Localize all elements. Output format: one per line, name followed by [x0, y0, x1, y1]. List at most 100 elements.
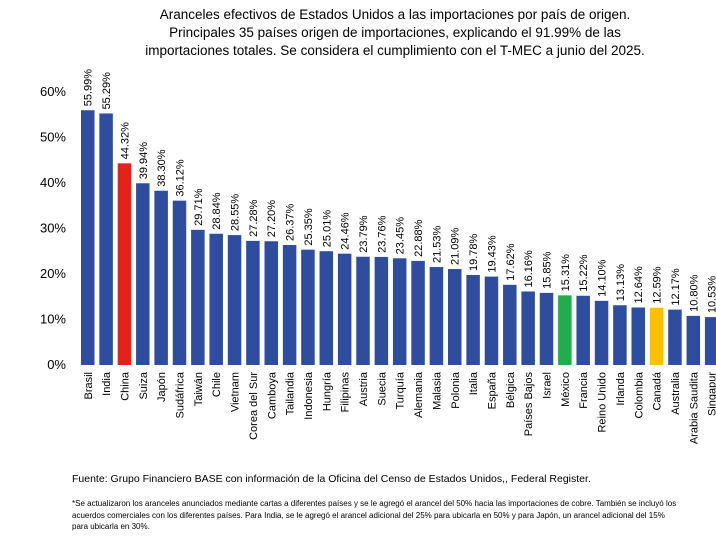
bar: [264, 241, 278, 365]
data-label: 13.13%: [615, 264, 627, 302]
data-label: 15.22%: [578, 254, 590, 292]
bar: [117, 163, 132, 365]
category-label: China: [119, 371, 131, 401]
bar: [613, 305, 627, 365]
source-note: Fuente: Grupo Financiero BASE con inform…: [72, 473, 591, 485]
bar: [191, 229, 205, 365]
chart-title: Aranceles efectivos de Estados Unidos a …: [80, 6, 710, 60]
bar: [319, 251, 334, 365]
bar: [337, 253, 352, 365]
data-label: 15.31%: [560, 254, 572, 292]
bar: [576, 295, 590, 365]
category-label: Chile: [211, 372, 223, 397]
data-label: 21.09%: [450, 228, 462, 266]
bar: [282, 245, 297, 365]
data-label: 12.17%: [670, 268, 682, 306]
y-tick-label: 60%: [40, 84, 66, 99]
y-tick-label: 10%: [40, 312, 66, 327]
category-label: Reino Unido: [597, 372, 609, 433]
title-line-3: importaciones totales. Se considera el c…: [145, 43, 645, 58]
y-tick-label: 0%: [47, 357, 66, 372]
bar: [154, 190, 168, 365]
bar: [668, 309, 682, 365]
category-label: Taiwán: [193, 372, 205, 406]
bar: [466, 275, 480, 365]
value-labels: 55.99% 55.29% 44.32% 39.94% 38.30% 36.12% 29.7…: [83, 69, 716, 313]
category-label: Turquía: [395, 371, 407, 409]
bar: [484, 276, 499, 365]
bar: [172, 200, 187, 365]
data-label: 29.71%: [193, 188, 205, 226]
category-label: Países Bajos: [523, 372, 535, 437]
category-label: Sudáfrica: [175, 371, 187, 418]
category-label: Suecia: [376, 371, 388, 406]
bar: [521, 291, 535, 365]
bar: [246, 240, 260, 365]
data-label: 36.12%: [175, 159, 187, 197]
category-label: India: [101, 371, 113, 396]
category-label: Bélgica: [505, 371, 517, 408]
category-label: Corea del Sur: [248, 372, 260, 440]
data-label: 55.29%: [101, 72, 113, 110]
category-label: Tailandia: [285, 371, 297, 415]
category-label: Italia: [468, 371, 480, 395]
category-label: Malasia: [431, 371, 443, 410]
data-label: 10.80%: [688, 274, 700, 312]
category-label: Filipinas: [340, 372, 352, 413]
category-label: España: [486, 371, 498, 409]
category-label: Colombia: [633, 371, 645, 418]
data-label: 55.99%: [83, 69, 95, 107]
category-label: Indonesia: [303, 371, 315, 420]
title-line-1: Aranceles efectivos de Estados Unidos a …: [159, 7, 631, 22]
bar: [686, 315, 701, 365]
bar: [704, 317, 716, 365]
data-label: 15.85%: [542, 251, 554, 289]
data-label: 39.94%: [138, 142, 150, 180]
category-label: Camboya: [266, 371, 278, 419]
bar: [594, 300, 609, 365]
category-label: Suiza: [138, 371, 150, 399]
bar: [356, 256, 370, 365]
category-label: Vietnam: [230, 372, 242, 412]
category-label: Australia: [670, 371, 682, 415]
data-label: 12.64%: [633, 266, 645, 304]
category-labels: Brasil India China Suiza Japón Sudáfrica Taiwá…: [83, 371, 716, 444]
category-label: Arabia Saudita: [688, 371, 700, 444]
data-label: 10.53%: [707, 276, 716, 314]
data-label: 14.10%: [597, 259, 609, 297]
data-label: 28.55%: [230, 194, 242, 232]
data-label: 23.79%: [358, 215, 370, 253]
data-label: 25.01%: [321, 210, 333, 248]
data-label: 19.78%: [468, 233, 480, 271]
category-label: Irlanda: [615, 371, 627, 406]
title-line-2: Principales 35 países origen de importac…: [169, 25, 621, 40]
data-label: 26.37%: [285, 203, 297, 241]
y-tick-label: 40%: [40, 175, 66, 190]
footnote: *Se actualizaron los aranceles anunciado…: [72, 499, 677, 531]
bar: [392, 258, 407, 365]
bar: [81, 110, 95, 365]
category-label: Hungría: [321, 371, 333, 411]
category-label: Polonia: [450, 371, 462, 409]
data-label: 19.43%: [486, 235, 498, 273]
bar: [539, 292, 554, 365]
bar: [209, 233, 223, 365]
category-label: Francia: [578, 371, 590, 409]
data-label: 25.35%: [303, 208, 315, 246]
data-label: 17.62%: [505, 243, 517, 281]
category-label: México: [560, 372, 572, 407]
bar: [374, 256, 389, 365]
data-label: 24.46%: [340, 212, 352, 250]
y-tick-label: 20%: [40, 266, 66, 281]
category-label: Canadá: [652, 371, 664, 410]
category-label: Austria: [358, 371, 370, 406]
category-label: Japón: [156, 372, 168, 402]
y-axis: 0% 10% 20% 30% 40% 50% 60%: [40, 84, 66, 372]
bar: [136, 183, 150, 365]
data-label: 22.88%: [413, 219, 425, 257]
bar: [558, 295, 572, 365]
bar: [99, 113, 113, 365]
data-label: 23.76%: [376, 215, 388, 253]
data-label: 21.53%: [431, 226, 443, 264]
category-label: Singapur: [707, 372, 716, 416]
